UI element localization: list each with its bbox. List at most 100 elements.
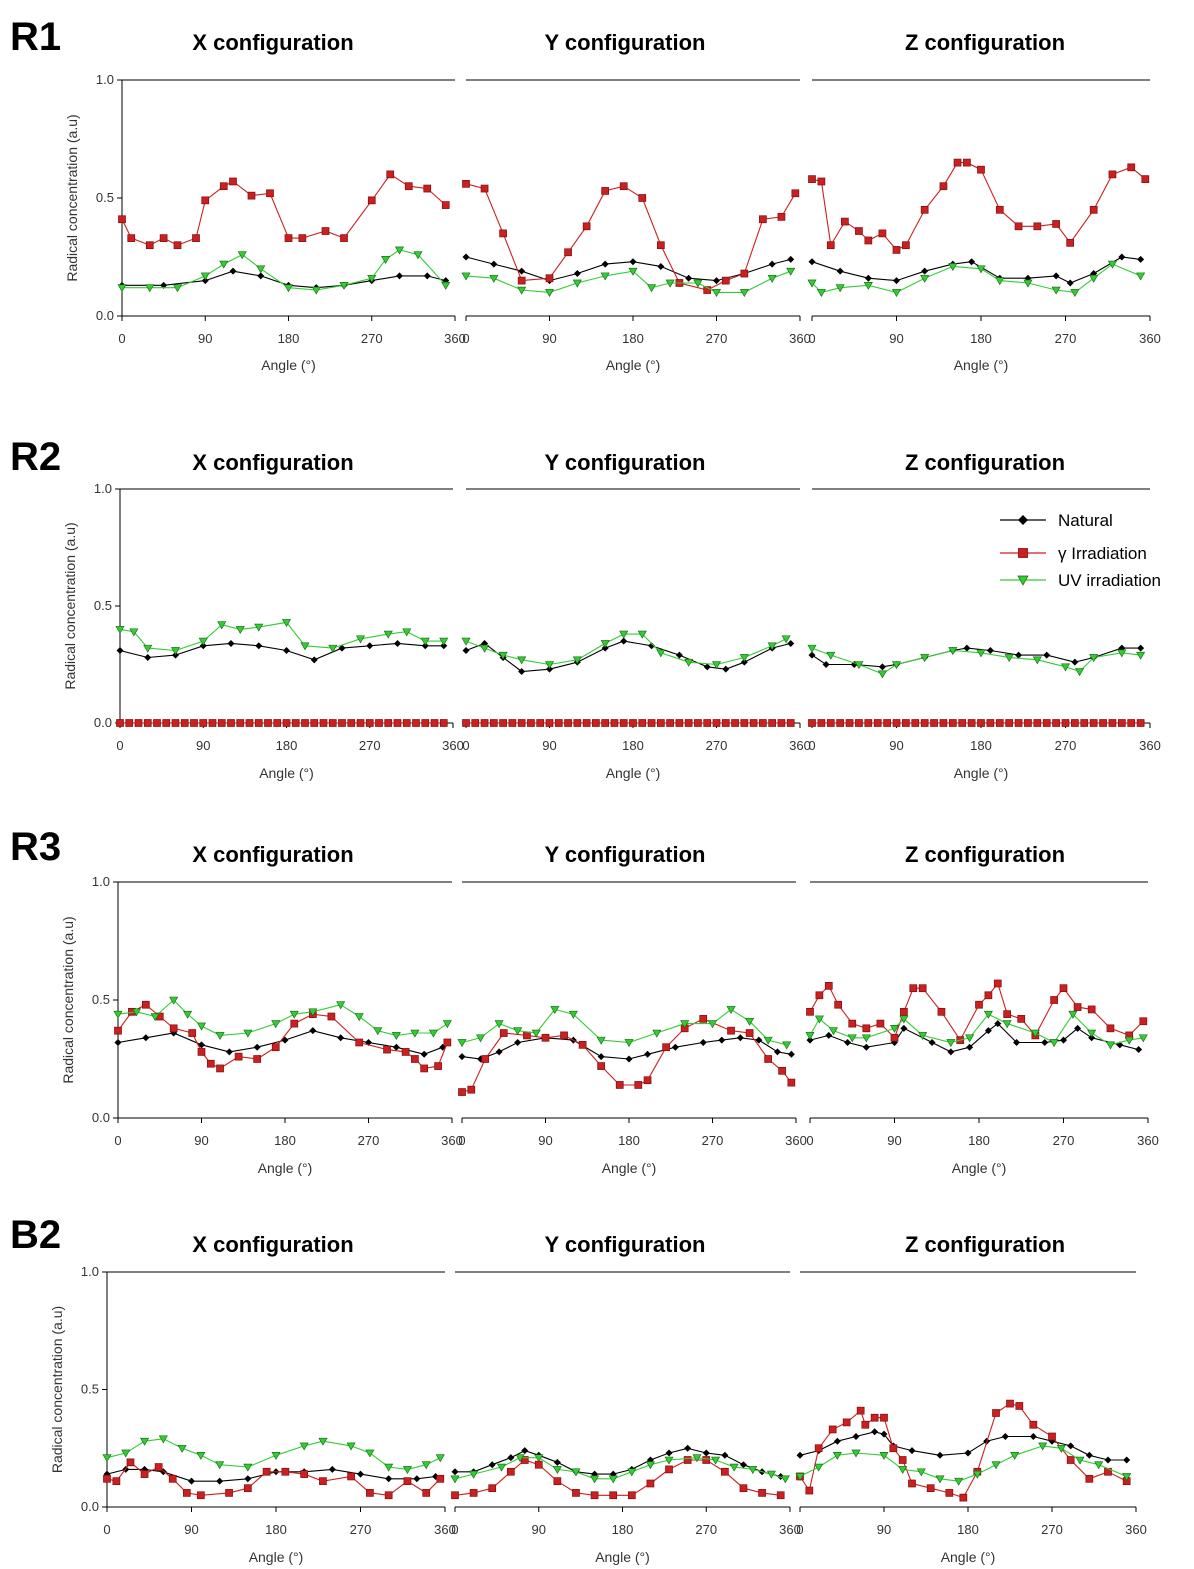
data-point xyxy=(864,236,873,245)
data-point xyxy=(822,661,830,668)
data-point xyxy=(564,248,572,257)
data-point xyxy=(300,1470,309,1478)
data-point xyxy=(198,637,208,646)
data-point xyxy=(428,1029,438,1038)
data-point xyxy=(1122,1473,1132,1482)
x-axis-label: Angle (°) xyxy=(952,1160,1007,1176)
data-point xyxy=(451,1468,459,1476)
legend-marker-uv xyxy=(1017,575,1029,586)
data-point xyxy=(782,1041,792,1050)
data-point xyxy=(911,719,920,727)
data-point xyxy=(625,1055,633,1063)
data-point xyxy=(948,263,958,272)
data-point xyxy=(767,642,777,651)
data-point xyxy=(627,1491,636,1500)
data-point xyxy=(410,1029,420,1038)
x-tick-label: 90 xyxy=(542,738,556,753)
data-point xyxy=(878,663,886,671)
data-point xyxy=(861,1420,870,1429)
data-point xyxy=(289,1010,299,1019)
data-point xyxy=(506,1467,515,1476)
series-line xyxy=(122,270,446,289)
data-point xyxy=(573,270,581,278)
data-point xyxy=(1056,1444,1066,1453)
data-point xyxy=(1070,289,1080,298)
data-point xyxy=(986,646,994,654)
data-point xyxy=(489,274,499,283)
data-point xyxy=(995,277,1005,286)
x-axis-label: Angle (°) xyxy=(602,1160,657,1176)
data-point xyxy=(1087,1029,1097,1038)
data-point xyxy=(273,719,282,727)
data-point xyxy=(420,637,430,646)
x-tick-label: 0 xyxy=(808,331,815,346)
data-point xyxy=(920,274,930,283)
data-point xyxy=(384,719,393,727)
data-point xyxy=(647,284,657,293)
panel-r2-z: Z configuration 0 90 180 270 360 Angle (°) xyxy=(807,450,1161,781)
data-point xyxy=(430,719,439,727)
data-point xyxy=(488,1461,496,1469)
data-point xyxy=(381,256,391,264)
data-point xyxy=(1033,719,1042,727)
data-point xyxy=(847,1034,857,1043)
data-point xyxy=(891,661,902,670)
data-point xyxy=(628,267,638,276)
data-point xyxy=(864,274,872,282)
data-point xyxy=(1080,719,1089,727)
data-point xyxy=(172,284,183,293)
data-point xyxy=(1136,719,1145,727)
y-tick-label: 0.0 xyxy=(81,1499,99,1514)
data-point xyxy=(217,719,226,727)
data-point xyxy=(199,642,207,650)
data-point xyxy=(162,719,171,727)
x-tick-label: 180 xyxy=(276,738,298,753)
data-point xyxy=(1127,163,1136,172)
series-line xyxy=(461,1018,792,1093)
x-axis-label: Angle (°) xyxy=(259,765,314,781)
x-tick-label: 270 xyxy=(1053,1133,1075,1148)
data-point xyxy=(253,1055,262,1063)
data-point xyxy=(855,719,863,727)
data-point xyxy=(481,1055,490,1063)
data-point xyxy=(721,1451,729,1459)
x-tick-label: 360 xyxy=(1139,331,1161,346)
y-tick-label: 0.0 xyxy=(96,308,114,323)
data-point xyxy=(634,1081,643,1089)
data-point xyxy=(601,719,610,727)
data-point xyxy=(1024,719,1032,727)
data-point xyxy=(814,1015,824,1024)
data-point xyxy=(861,1034,871,1043)
data-point xyxy=(1075,668,1085,677)
data-point xyxy=(777,719,786,727)
row-label: R2 xyxy=(10,435,61,479)
data-point xyxy=(319,1477,327,1486)
data-point xyxy=(703,663,711,671)
x-tick-label: 270 xyxy=(358,1133,380,1148)
data-point xyxy=(572,1489,580,1497)
data-point xyxy=(983,1010,993,1019)
data-point xyxy=(291,719,300,727)
x-tick-label: 0 xyxy=(458,1133,465,1148)
data-point xyxy=(262,1467,271,1476)
data-point xyxy=(814,1444,823,1453)
data-point xyxy=(671,1043,679,1051)
data-point xyxy=(451,1491,459,1500)
data-point xyxy=(647,719,656,727)
data-point xyxy=(413,251,423,260)
data-point xyxy=(582,222,591,231)
data-point xyxy=(791,189,800,198)
data-point xyxy=(590,1491,599,1500)
data-point xyxy=(684,1444,692,1452)
x-tick-label: 180 xyxy=(265,1522,287,1537)
x-tick-label: 270 xyxy=(361,331,383,346)
data-point xyxy=(808,719,816,727)
legend-label-natural: Natural xyxy=(1058,511,1113,530)
y-axis-label: Radical concentration (a.u) xyxy=(64,114,80,281)
data-point xyxy=(443,1038,452,1047)
data-point xyxy=(308,1008,318,1017)
data-point xyxy=(787,255,795,263)
series-line xyxy=(465,183,796,291)
data-point xyxy=(243,1029,253,1038)
x-tick-label: 360 xyxy=(789,738,811,753)
